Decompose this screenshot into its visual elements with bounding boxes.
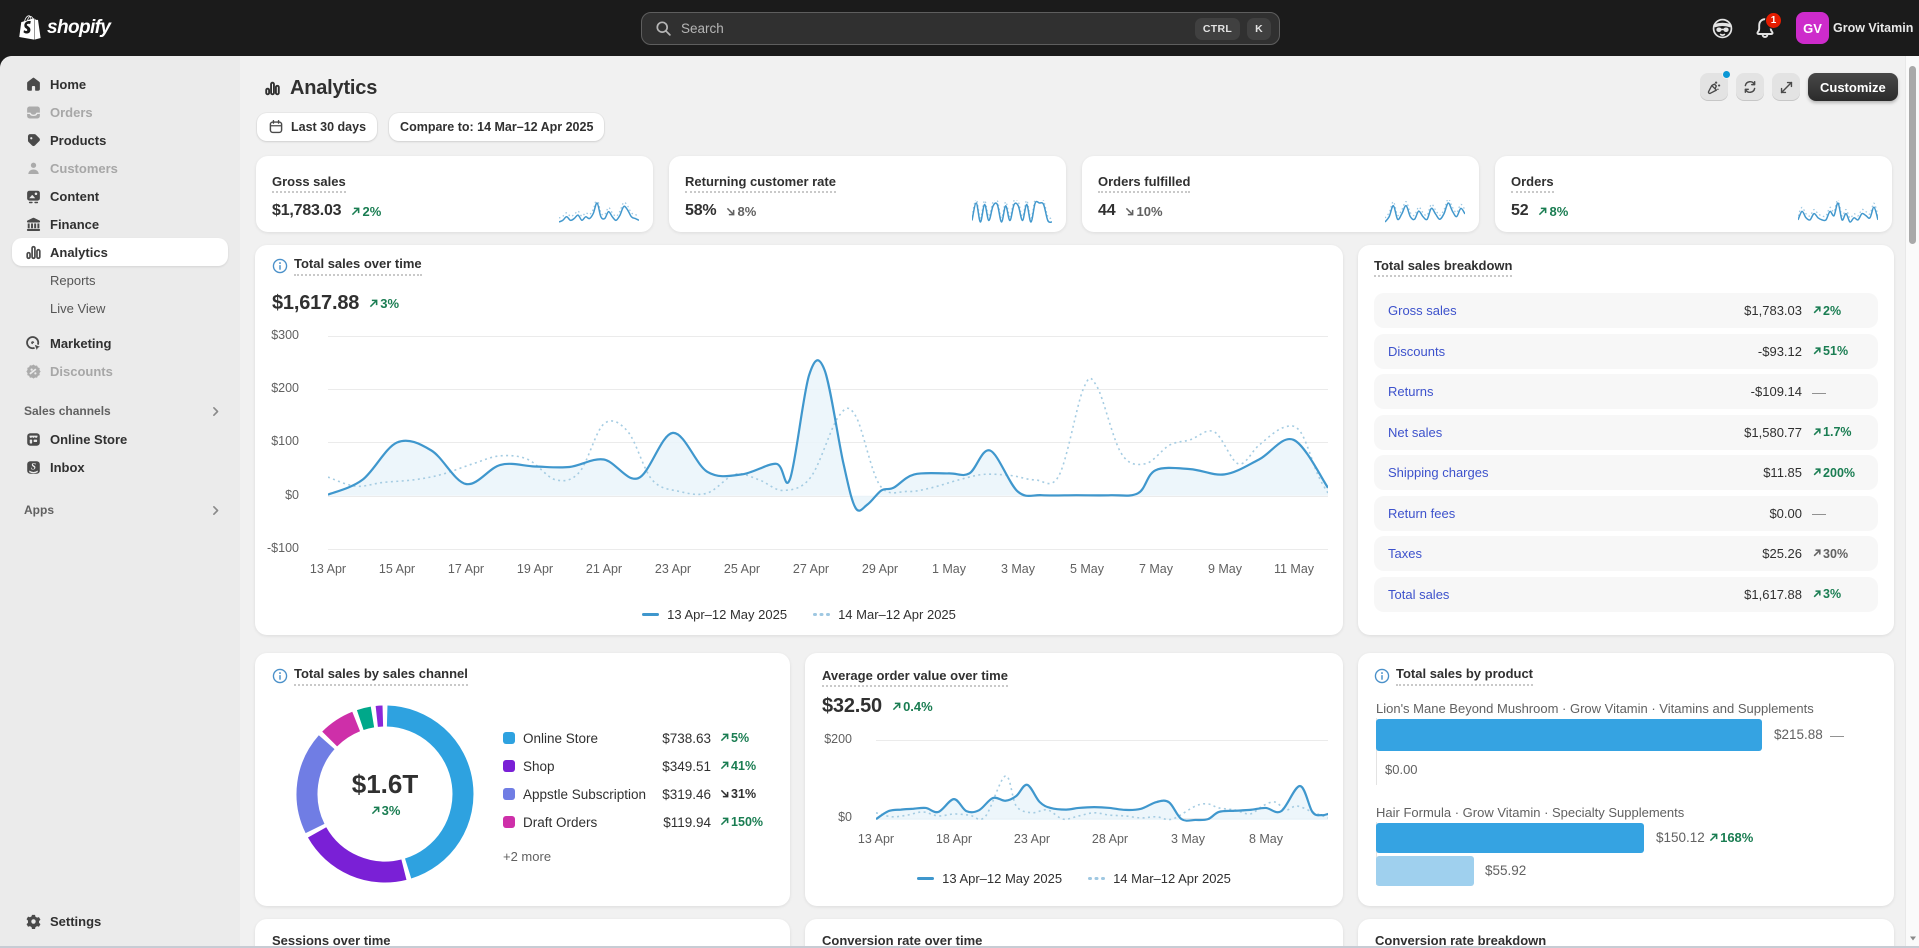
svg-text:S: S bbox=[31, 461, 36, 471]
